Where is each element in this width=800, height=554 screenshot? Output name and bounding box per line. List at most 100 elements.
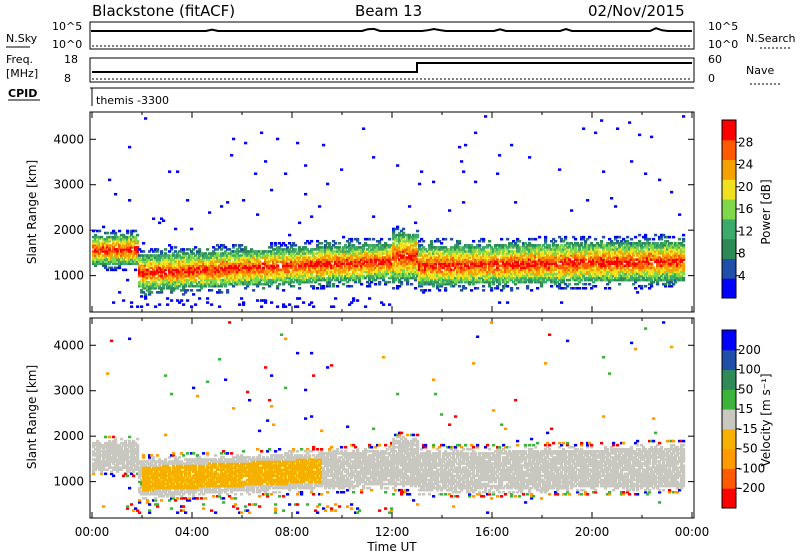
- heatmap-cell: [492, 274, 496, 278]
- heatmap-cell: [286, 256, 290, 259]
- heatmap-cell: [336, 250, 340, 253]
- heatmap-cell: [452, 264, 456, 268]
- heatmap-cell: [194, 284, 198, 288]
- heatmap-cell: [372, 215, 376, 218]
- heatmap-cell: [442, 248, 446, 251]
- heatmap-cell: [154, 250, 158, 253]
- heatmap-cell: [494, 252, 498, 255]
- heatmap-cell: [142, 266, 146, 270]
- heatmap-cell: [406, 280, 410, 284]
- heatmap-cell: [172, 252, 176, 255]
- heatmap-cell: [586, 244, 590, 247]
- heatmap-cell: [652, 254, 656, 257]
- heatmap-cell: [474, 268, 478, 272]
- heatmap-cell: [324, 246, 328, 249]
- heatmap-cell: [402, 266, 406, 270]
- heatmap-cell: [256, 284, 260, 288]
- heatmap-cell: [574, 276, 578, 280]
- heatmap-cell: [180, 256, 184, 259]
- heatmap-cell: [620, 266, 624, 270]
- heatmap-cell: [536, 264, 540, 268]
- heatmap-cell: [362, 248, 366, 251]
- heatmap-cell: [172, 289, 176, 292]
- heatmap-cell: [594, 252, 598, 255]
- heatmap-cell: [92, 235, 96, 239]
- heatmap-cell: [606, 276, 610, 280]
- heatmap-cell: [288, 276, 292, 280]
- heatmap-cell: [344, 250, 348, 253]
- heatmap-cell: [310, 270, 314, 274]
- heatmap-cell: [218, 256, 222, 259]
- heatmap-cell: [350, 254, 354, 257]
- heatmap-cell: [554, 244, 558, 247]
- heatmap-cell: [484, 272, 488, 276]
- heatmap-cell: [226, 258, 230, 261]
- heatmap-cell: [626, 268, 630, 272]
- heatmap-cell: [642, 235, 646, 239]
- heatmap-cell: [198, 297, 202, 300]
- heatmap-cell: [460, 250, 464, 253]
- heatmap-cell: [418, 280, 422, 284]
- heatmap-cell: [550, 248, 554, 251]
- heatmap-cell: [530, 260, 534, 263]
- heatmap-cell: [522, 262, 526, 265]
- heatmap-cell: [518, 254, 522, 257]
- heatmap-cell: [258, 262, 262, 265]
- heatmap-cell: [216, 260, 220, 263]
- heatmap-cell: [336, 260, 340, 263]
- heatmap-cell: [302, 274, 306, 278]
- heatmap-cell: [304, 264, 308, 268]
- heatmap-cell: [186, 258, 190, 261]
- heatmap-cell: [578, 244, 582, 247]
- heatmap-cell: [438, 268, 442, 272]
- heatmap-cell: [566, 254, 570, 257]
- heatmap-cell: [100, 260, 104, 263]
- heatmap-cell: [490, 289, 494, 292]
- heatmap-cell: [538, 254, 542, 257]
- heatmap-cell: [180, 266, 184, 270]
- heatmap-cell: [322, 274, 326, 278]
- heatmap-cell: [652, 268, 656, 272]
- heatmap-cell: [250, 248, 254, 251]
- heatmap-cell: [642, 246, 646, 249]
- heatmap-cell: [564, 235, 568, 239]
- heatmap-cell: [210, 278, 214, 282]
- heatmap-cell: [658, 266, 662, 270]
- heatmap-cell: [448, 252, 452, 255]
- heatmap-cell: [136, 258, 140, 261]
- heatmap-cell: [386, 262, 390, 265]
- heatmap-cell: [216, 248, 220, 251]
- heatmap-cell: [640, 248, 644, 251]
- heatmap-cell: [140, 305, 144, 308]
- heatmap-cell: [280, 252, 284, 255]
- heatmap-cell: [256, 213, 260, 216]
- heatmap-cell: [244, 250, 248, 253]
- heatmap-cell: [212, 276, 216, 280]
- heatmap-cell: [528, 250, 532, 253]
- heatmap-cell: [242, 278, 246, 282]
- heatmap-cell: [344, 276, 348, 280]
- heatmap-cell: [634, 287, 638, 290]
- heatmap-cell: [306, 264, 310, 268]
- heatmap-cell: [232, 264, 236, 268]
- heatmap-cell: [586, 276, 590, 280]
- heatmap-cell: [418, 284, 422, 288]
- heatmap-cell: [292, 264, 296, 268]
- heatmap-cell: [618, 260, 622, 263]
- heatmap-cell: [292, 272, 296, 276]
- heatmap-cell: [614, 276, 618, 280]
- heatmap-cell: [354, 266, 358, 270]
- heatmap-cell: [612, 248, 616, 251]
- heatmap-cell: [242, 199, 246, 202]
- heatmap-cell: [428, 289, 432, 292]
- heatmap-cell: [200, 260, 204, 263]
- heatmap-cell: [640, 260, 644, 263]
- heatmap-cell: [564, 254, 568, 257]
- heatmap-cell: [168, 268, 172, 272]
- heatmap-cell: [606, 268, 610, 272]
- heatmap-cell: [278, 272, 282, 276]
- heatmap-cell: [456, 276, 460, 280]
- heatmap-cell: [392, 231, 396, 235]
- heatmap-cell: [474, 287, 478, 290]
- heatmap-cell: [640, 264, 644, 268]
